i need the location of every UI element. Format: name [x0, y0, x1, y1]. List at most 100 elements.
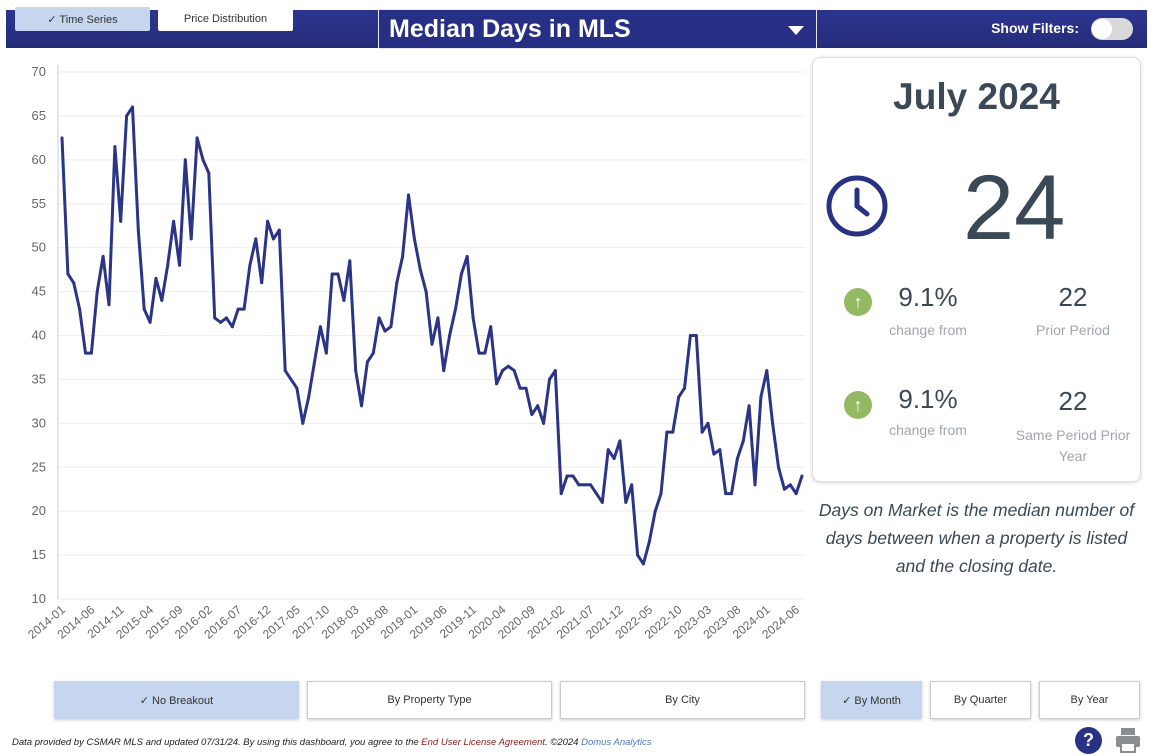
footer-data-note: Data provided by CSMAR MLS and updated 0…: [12, 737, 422, 748]
data-point: [583, 483, 587, 487]
y-tick-label: 50: [32, 240, 46, 255]
data-point: [647, 540, 651, 544]
data-point: [277, 228, 281, 232]
data-point: [360, 404, 364, 408]
data-point: [154, 276, 158, 280]
y-tick-label: 55: [32, 196, 46, 211]
data-point: [189, 237, 193, 241]
data-point: [612, 456, 616, 460]
by-year-button[interactable]: By Year: [1039, 681, 1140, 719]
data-point: [342, 298, 346, 302]
data-point: [700, 430, 704, 434]
line-chart: 101520253035404550556065702014-012014-06…: [25, 64, 805, 642]
tab-price-distribution[interactable]: Price Distribution: [158, 7, 293, 31]
data-point: [354, 369, 358, 373]
data-point: [348, 259, 352, 263]
y-tick-label: 15: [32, 547, 46, 562]
y-tick-label: 45: [32, 284, 46, 299]
data-point: [89, 351, 93, 355]
tab-time-series[interactable]: ✓ Time Series: [15, 7, 150, 31]
data-point: [148, 320, 152, 324]
data-point: [653, 509, 657, 513]
data-point: [177, 263, 181, 267]
data-point: [730, 492, 734, 496]
data-point: [495, 382, 499, 386]
summary-card: July 2024 24 ↑ 9.1% change from 22 Prior…: [812, 57, 1141, 482]
data-point: [371, 351, 375, 355]
by-month-button[interactable]: ✓ By Month: [821, 681, 922, 719]
arrow-up-icon: ↑: [844, 391, 872, 419]
domus-analytics-link[interactable]: Domus Analytics: [581, 737, 652, 748]
data-point: [125, 114, 129, 118]
data-point: [741, 439, 745, 443]
data-point: [166, 263, 170, 267]
data-point: [459, 272, 463, 276]
data-point: [706, 421, 710, 425]
data-point: [172, 219, 176, 223]
data-point: [688, 334, 692, 337]
data-point: [113, 145, 117, 149]
data-point: [207, 171, 211, 175]
data-point: [594, 492, 598, 496]
by-property-type-button[interactable]: By Property Type: [307, 681, 552, 719]
data-point: [565, 474, 569, 478]
data-point: [683, 386, 687, 390]
y-tick-label: 35: [32, 371, 46, 386]
data-point: [130, 105, 134, 109]
help-icon[interactable]: ?: [1075, 727, 1102, 754]
y-tick-label: 30: [32, 415, 46, 430]
data-point: [201, 158, 205, 162]
no-breakout-button[interactable]: ✓ No Breakout: [54, 681, 299, 719]
data-point: [765, 369, 769, 373]
data-point: [630, 483, 634, 487]
data-point: [119, 219, 123, 223]
print-icon[interactable]: [1115, 727, 1141, 753]
by-city-button[interactable]: By City: [560, 681, 805, 719]
data-point: [753, 483, 757, 487]
data-point: [477, 351, 481, 355]
data-point: [636, 553, 640, 557]
change-label: change from: [889, 322, 967, 338]
show-filters-toggle[interactable]: [1091, 18, 1133, 40]
prior-period-label: Prior Period: [1036, 322, 1110, 338]
data-point: [195, 136, 199, 140]
clock-icon: [826, 175, 888, 237]
footer-text: Data provided by CSMAR MLS and updated 0…: [12, 737, 652, 748]
metric-select-value: Median Days in MLS: [389, 14, 631, 43]
data-point: [266, 219, 270, 223]
y-tick-label: 40: [32, 328, 46, 343]
data-point: [301, 421, 305, 425]
y-tick-label: 60: [32, 152, 46, 167]
metric-select[interactable]: Median Days in MLS: [378, 9, 817, 49]
data-point: [712, 452, 716, 456]
data-point: [424, 290, 428, 294]
data-point: [401, 254, 405, 258]
data-point: [606, 448, 610, 452]
show-filters-label: Show Filters:: [991, 20, 1079, 36]
prior-period-value: 22: [1058, 282, 1088, 312]
data-point: [471, 316, 475, 320]
data-point: [782, 487, 786, 491]
data-point: [589, 483, 593, 487]
data-point: [618, 439, 622, 443]
chevron-down-icon: [788, 26, 804, 35]
arrow-up-icon: ↑: [844, 288, 872, 316]
data-point: [735, 456, 739, 460]
by-quarter-button[interactable]: By Quarter: [930, 681, 1031, 719]
data-point: [101, 254, 105, 258]
data-point: [694, 334, 698, 337]
eula-link[interactable]: End User License Agreement: [421, 737, 546, 748]
data-point: [489, 325, 493, 329]
data-point: [412, 237, 416, 241]
data-point: [465, 254, 469, 258]
y-tick-label: 25: [32, 459, 46, 474]
data-point: [442, 369, 446, 373]
data-point: [641, 562, 645, 566]
data-point: [771, 421, 775, 425]
y-tick-label: 10: [32, 591, 46, 606]
data-point: [436, 316, 440, 320]
data-point: [542, 421, 546, 425]
data-point: [718, 448, 722, 452]
data-point: [571, 474, 575, 478]
data-point: [506, 364, 510, 368]
